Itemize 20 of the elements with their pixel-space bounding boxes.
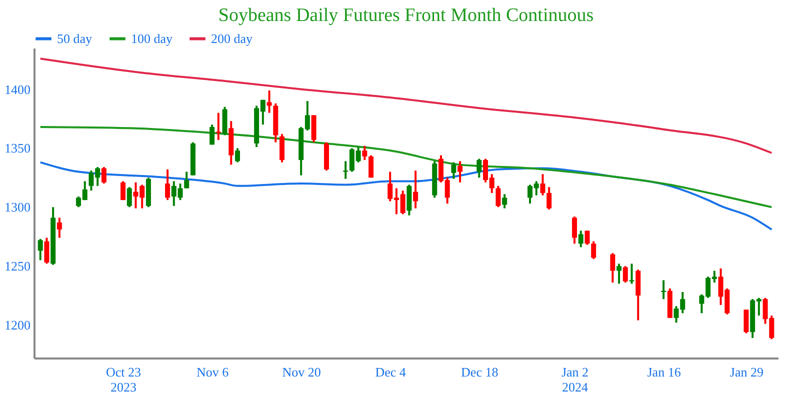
x-tick-label: Jan 16 [647,364,682,380]
legend-label: 100 day [131,30,174,46]
x-tick-label: Dec 18 [461,364,498,380]
y-tick-label: 1200 [4,317,30,332]
x-tick-label: Nov 20 [282,364,321,380]
y-tick-label: 1400 [4,82,30,97]
x-tick-label: Jan 2 2024 [561,364,589,394]
x-tick-label: Jan 29 [730,364,764,380]
line-series [39,126,773,208]
line-series [39,58,773,154]
y-tick-label: 1350 [4,140,30,156]
x-tick-label: Nov 6 [196,364,230,380]
chart-title: Soybeans Daily Futures Front Month Continuous [218,5,594,26]
x-tick-label: Oct 23 2023 [106,364,142,394]
legend-label: 50 day [57,30,93,46]
y-tick-label: 1250 [4,258,30,274]
y-tick-label: 1300 [4,200,30,215]
x-tick-label: Dec 4 [375,364,406,380]
legend-label: 200 day [211,30,254,46]
line-series [39,161,773,231]
